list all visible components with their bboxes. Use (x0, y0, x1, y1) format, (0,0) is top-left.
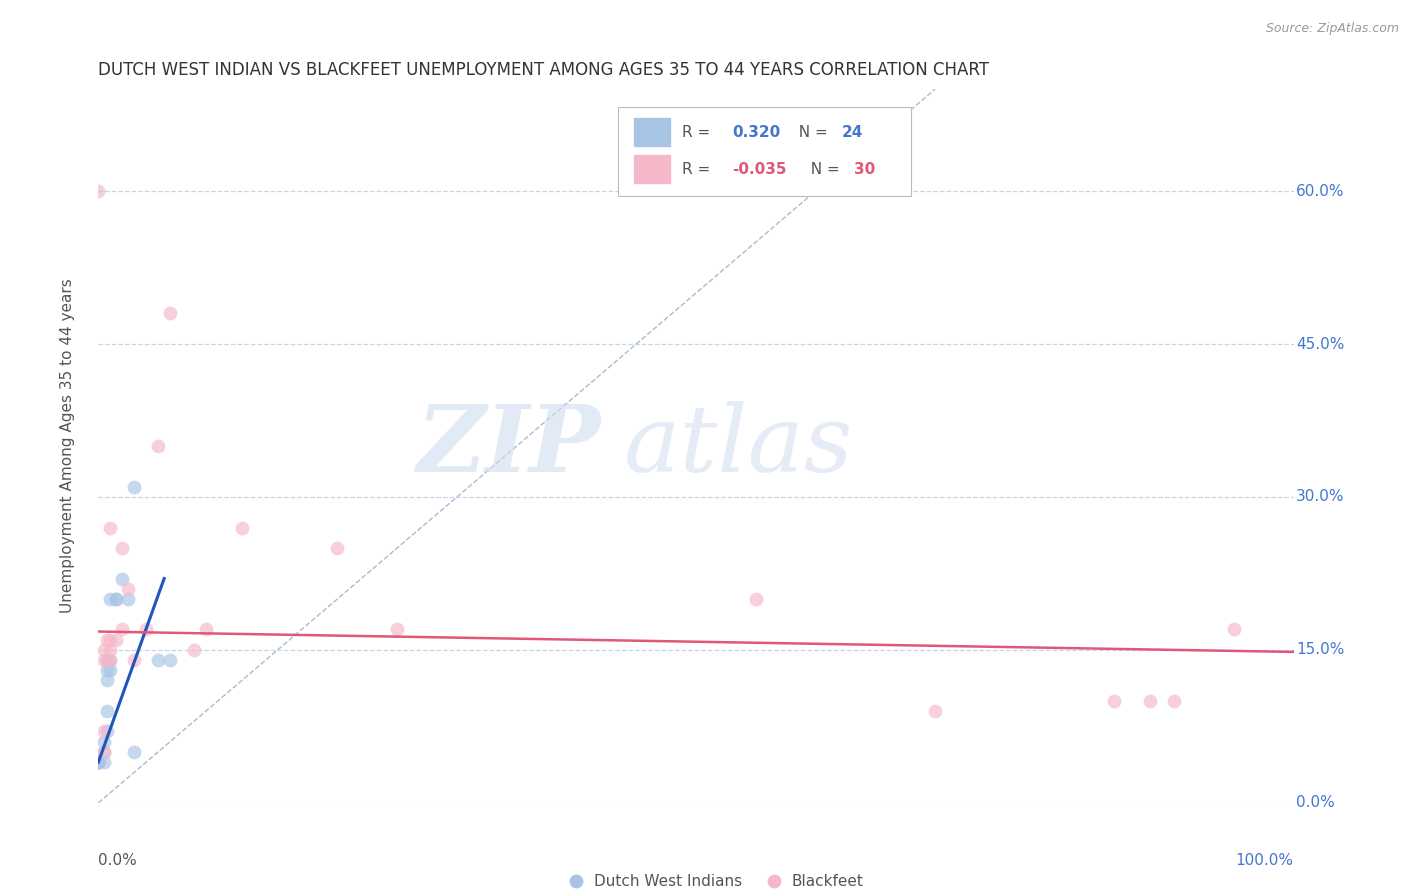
Point (148, 439, 170, 453)
Point (98, 663, 122, 677)
Point (105, 591, 128, 606)
Point (87, 755, 110, 769)
Point (111, 541, 134, 555)
Y-axis label: Unemployment Among Ages 35 to 44 years: Unemployment Among Ages 35 to 44 years (60, 278, 75, 614)
Point (159, 653, 181, 667)
Point (98, 653, 122, 667)
Bar (634, 155, 669, 184)
Text: ZIP: ZIP (416, 401, 600, 491)
Bar (634, 118, 669, 146)
Point (148, 653, 170, 667)
Text: 24: 24 (842, 125, 863, 139)
Point (87, 755, 110, 769)
Text: 30.0%: 30.0% (1296, 490, 1344, 505)
Text: DUTCH WEST INDIAN VS BLACKFEET UNEMPLOYMENT AMONG AGES 35 TO 44 YEARS CORRELATIO: DUTCH WEST INDIAN VS BLACKFEET UNEMPLOYM… (98, 62, 990, 79)
Point (93, 724, 115, 739)
Point (96, 632, 118, 647)
Point (326, 541, 349, 555)
Point (93, 755, 115, 769)
Point (105, 632, 128, 647)
Point (105, 591, 128, 606)
Text: 30: 30 (853, 161, 875, 177)
Text: 0.320: 0.320 (733, 125, 780, 139)
Text: R =: R = (682, 161, 714, 177)
Text: atlas: atlas (624, 401, 853, 491)
Point (96, 653, 118, 667)
Text: Dutch West Indians: Dutch West Indians (595, 874, 742, 888)
Point (194, 623, 217, 637)
Point (96, 724, 118, 739)
Point (87, 755, 110, 769)
Point (98, 643, 122, 657)
Text: Blackfeet: Blackfeet (792, 874, 863, 888)
Text: N =: N = (789, 125, 832, 139)
Point (117, 591, 139, 606)
Point (183, 643, 205, 657)
Text: 15.0%: 15.0% (1296, 642, 1344, 657)
Point (124, 653, 146, 667)
Point (1163, 694, 1185, 708)
Point (1102, 694, 1125, 708)
Point (96, 673, 118, 688)
Point (111, 572, 134, 586)
Point (117, 582, 139, 596)
Point (159, 306, 181, 320)
Text: 60.0%: 60.0% (1296, 184, 1344, 199)
Point (124, 745, 146, 759)
Point (87, 755, 110, 769)
Point (96, 704, 118, 718)
Point (1222, 623, 1246, 637)
Point (96, 653, 118, 667)
Point (93, 745, 115, 759)
Text: Source: ZipAtlas.com: Source: ZipAtlas.com (1265, 22, 1399, 36)
Text: -0.035: -0.035 (733, 161, 786, 177)
Point (93, 643, 115, 657)
Text: N =: N = (801, 161, 845, 177)
Point (98, 653, 122, 667)
Point (98, 591, 122, 606)
Point (111, 623, 134, 637)
Text: 0.0%: 0.0% (98, 853, 138, 868)
Point (87, 184, 110, 198)
Point (93, 734, 115, 748)
Point (385, 623, 409, 637)
Text: R =: R = (682, 125, 714, 139)
Point (124, 480, 146, 494)
Point (924, 704, 946, 718)
Point (96, 663, 118, 677)
Point (93, 745, 115, 759)
Text: 100.0%: 100.0% (1236, 853, 1294, 868)
Point (1139, 694, 1161, 708)
Point (231, 520, 253, 534)
Point (98, 520, 122, 534)
Point (93, 653, 115, 667)
FancyBboxPatch shape (619, 107, 911, 196)
Text: 45.0%: 45.0% (1296, 336, 1344, 351)
Point (135, 623, 157, 637)
Point (745, 591, 768, 606)
Point (87, 755, 110, 769)
Text: 0.0%: 0.0% (1296, 796, 1334, 810)
Point (98, 632, 122, 647)
